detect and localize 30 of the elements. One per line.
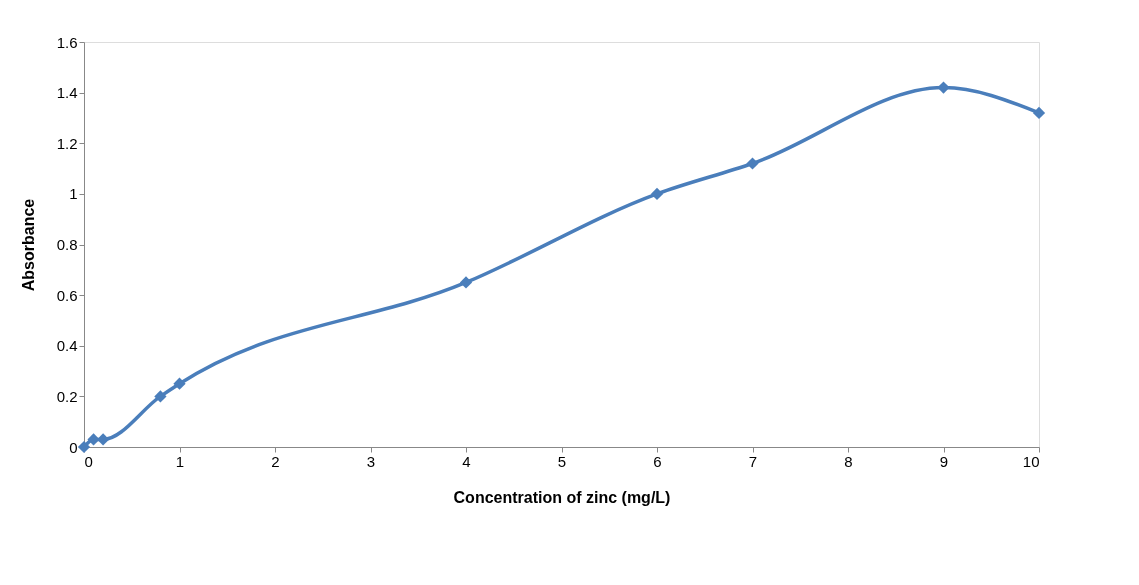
point bbox=[173, 377, 186, 390]
point bbox=[650, 187, 664, 200]
point bbox=[77, 440, 91, 454]
y-tick-label: 0.6 bbox=[56, 286, 78, 304]
x-tick-label: 3 bbox=[366, 452, 376, 470]
x-tick-label: 5 bbox=[557, 452, 567, 470]
y-axis-title: Absorbance bbox=[19, 198, 37, 292]
point bbox=[459, 276, 473, 289]
x-tick-label: 9 bbox=[939, 452, 949, 470]
x-tick-label: 10 bbox=[1022, 452, 1040, 470]
point bbox=[96, 433, 110, 446]
y-tick-label: 0 bbox=[69, 438, 78, 456]
y-tick-label: 0.2 bbox=[56, 387, 78, 405]
y-tick-label: 1.2 bbox=[56, 134, 78, 152]
y-tick-label: 1.4 bbox=[56, 84, 78, 102]
x-tick-label: 8 bbox=[844, 452, 853, 470]
point bbox=[154, 390, 167, 403]
point bbox=[1032, 106, 1046, 119]
x-tick-label: 0 bbox=[84, 452, 93, 470]
x-tick-label: 7 bbox=[748, 452, 758, 470]
y-tick-label: 0.8 bbox=[56, 236, 78, 253]
y-tick-label: 1.6 bbox=[56, 33, 78, 51]
x-axis-title: Concentration of zinc (mg/L) bbox=[453, 488, 671, 506]
point bbox=[746, 157, 759, 170]
x-tick-label: 2 bbox=[271, 452, 280, 470]
x-tick-label: 6 bbox=[653, 452, 662, 470]
y-tick-label: 1 bbox=[69, 185, 78, 203]
y-tick-label: 0.4 bbox=[56, 337, 78, 355]
x-tick-label: 1 bbox=[175, 452, 185, 470]
x-tick-label: 4 bbox=[462, 452, 471, 470]
